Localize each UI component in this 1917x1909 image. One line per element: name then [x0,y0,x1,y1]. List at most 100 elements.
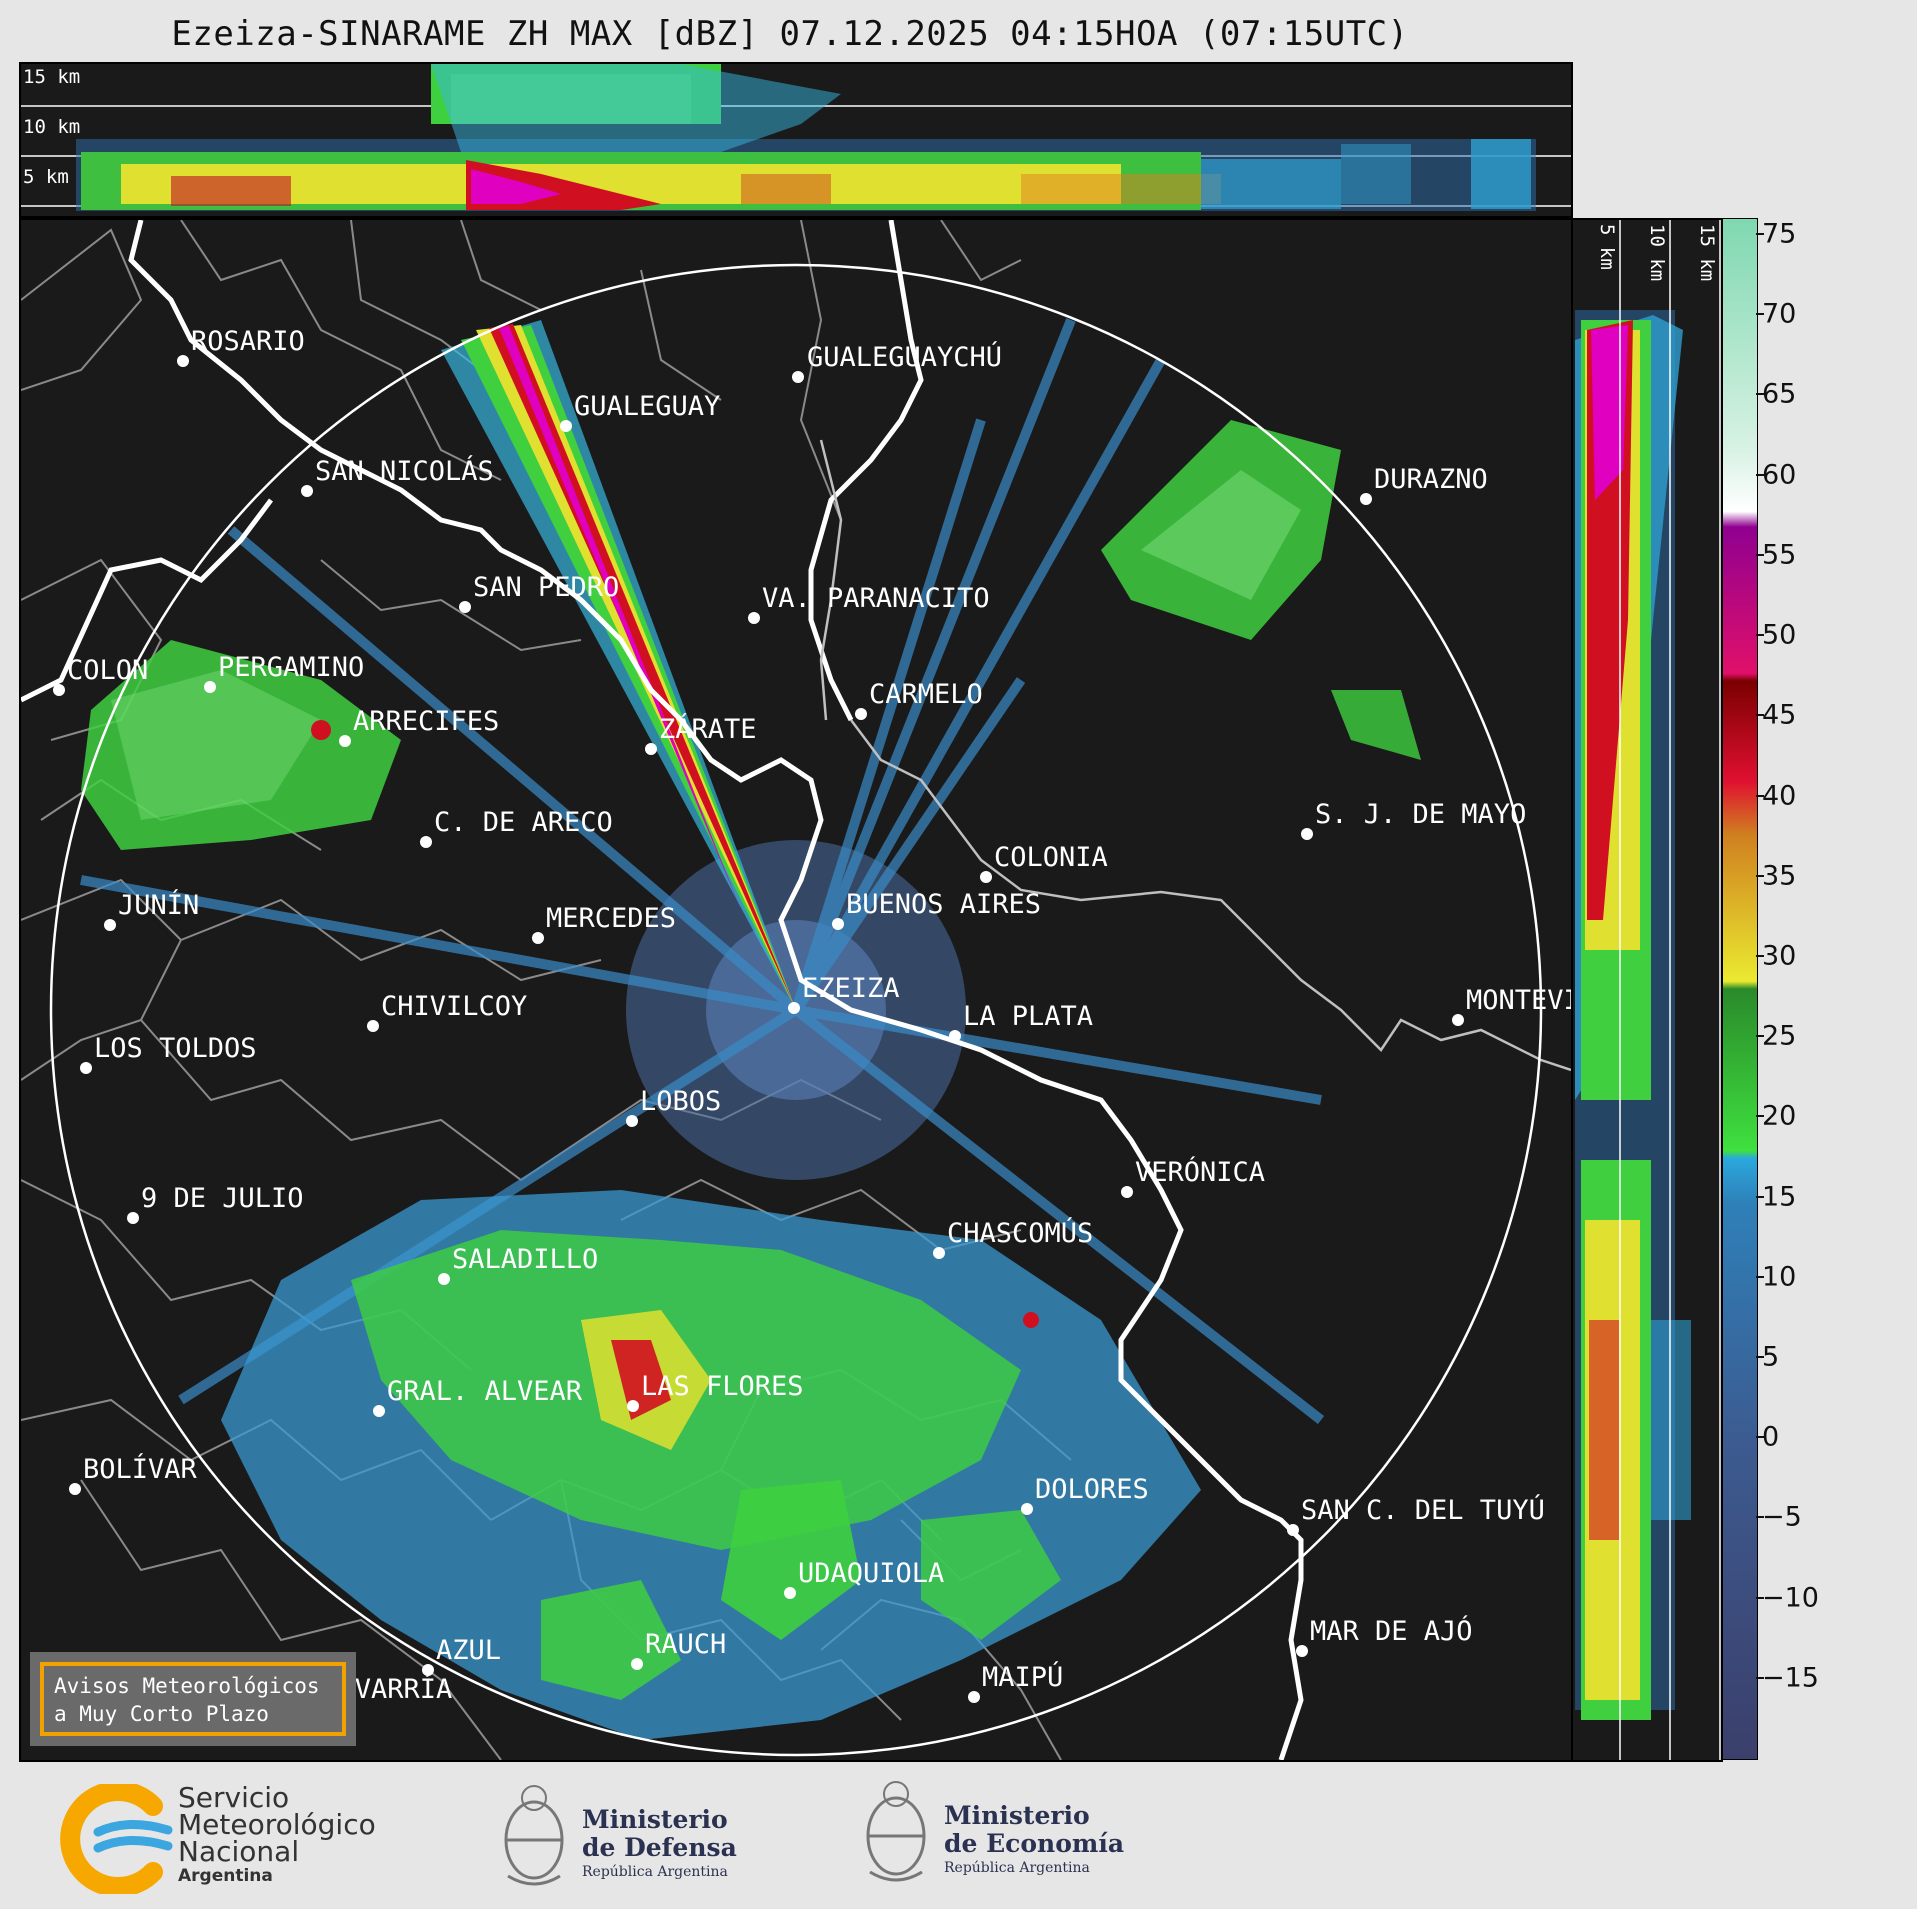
city-9-de-julio: 9 DE JULIO [141,1183,304,1214]
city-arrecifes: ARRECIFES [353,706,499,737]
colorbar-tick-label: 40 [1762,780,1797,811]
smn-logo-icon [60,1781,173,1897]
colorbar-tick-label: 10 [1762,1261,1797,1293]
city-gualeguay: GUALEGUAY [574,391,720,422]
city-labels: ROSARIO GUALEGUAYCHÚ GUALEGUAY SAN NICOL… [53,326,1571,1715]
city-saladillo: SALADILLO [452,1244,598,1275]
defensa-coat-of-arms-icon [494,1780,574,1900]
city-la-plata: LA PLATA [963,1001,1093,1032]
colorbar-tick-label: −5 [1762,1501,1802,1533]
reflectivity-fields [80,318,1421,1740]
city-san-c-del-tuyu: SAN C. DEL TUYÚ [1301,1494,1545,1526]
colorbar-tickmark [1756,473,1764,476]
city-colonia: COLONIA [994,842,1108,873]
colorbar-tickmark [1756,794,1764,797]
colorbar-tick-label: 20 [1762,1100,1797,1132]
colorbar-tickmark [1756,1115,1764,1118]
smn-line3: Nacional [178,1835,300,1868]
colorbar-tick-label: 15 [1762,1181,1797,1213]
city-veronica: VERÓNICA [1135,1156,1265,1188]
colorbar-tickmark [1756,954,1764,957]
colorbar-tick-label: 5 [1762,1341,1780,1373]
xsec-top-label-5: 5 km [23,166,69,188]
colorbar-tick-label: 50 [1762,619,1797,651]
aviso-line2: a Muy Corto Plazo [54,1702,269,1726]
city-durazno: DURAZNO [1374,464,1488,495]
colorbar-tick-label: 65 [1762,378,1797,410]
colorbar-tick-label: 0 [1762,1421,1780,1453]
city-mercedes: MERCEDES [546,903,676,934]
city-lobos: LOBOS [640,1086,721,1117]
colorbar-tickmark [1756,233,1764,236]
aviso-badge[interactable]: Avisos Meteorológicos a Muy Corto Plazo [30,1652,356,1746]
colorbar-tickmark [1756,1355,1764,1358]
colorbar-tickmark [1756,1275,1764,1278]
colorbar-tick-label: 45 [1762,699,1797,731]
colorbar-tick-label: 25 [1762,1020,1797,1052]
city-c-de-areco: C. DE ARECO [434,807,613,838]
city-rosario: ROSARIO [191,326,305,357]
city-montevideo: MONTEVIDEO [1466,985,1571,1016]
xsec-top-label-15: 15 km [23,66,80,88]
city-san-pedro: SAN PEDRO [473,572,619,603]
xsec-top-label-10: 10 km [23,116,80,138]
city-rauch: RAUCH [645,1629,726,1660]
city-san-nicolas: SAN NICOLÁS [315,455,494,487]
colorbar-tick-label: 75 [1762,218,1797,250]
colorbar-tick-label: −15 [1762,1662,1819,1694]
colorbar-tickmark [1756,714,1764,717]
city-junin: JUNÍN [118,889,199,921]
city-buenos-aires: BUENOS AIRES [846,889,1041,920]
colorbar-tick-label: 35 [1762,860,1797,892]
colorbar-tickmark [1756,874,1764,877]
colorbar-tickmark [1756,1516,1764,1519]
city-las-flores: LAS FLORES [641,1371,804,1402]
economia-line1: Ministerio [944,1801,1090,1830]
defensa-line3: República Argentina [582,1864,728,1880]
colorbar-tick-label: −10 [1762,1582,1819,1614]
top-cross-section: 15 km 10 km 5 km [19,62,1573,218]
colorbar-tickmark [1756,393,1764,396]
colorbar-tick-label: 60 [1762,459,1797,491]
colorbar-tickmark [1756,1676,1764,1679]
smn-line4: Argentina [178,1866,273,1886]
defensa-line1: Ministerio [582,1805,728,1834]
radar-map: ROSARIO GUALEGUAYCHÚ GUALEGUAY SAN NICOL… [19,218,1573,1762]
city-zarate: ZÁRATE [659,713,757,745]
smn-line2: Meteorológico [178,1808,376,1841]
city-chivilcoy: CHIVILCOY [381,991,527,1022]
colorbar [1722,218,1758,1760]
city-los-toldos: LOS TOLDOS [94,1033,257,1064]
city-va-paranacito: VA. PARANACITO [762,583,990,614]
right-cross-section: 5 km 10 km 15 km [1571,218,1723,1762]
city-carmelo: CARMELO [869,679,983,710]
xsec-right-label-5: 5 km [1596,224,1618,270]
city-udaquiola: UDAQUIOLA [798,1558,944,1589]
city-chascomus: CHASCOMÚS [947,1217,1093,1249]
xsec-right-label-10: 10 km [1646,224,1668,281]
smn-logo [58,1781,178,1898]
range-ring [49,263,1543,1757]
uruguay-coast [819,439,1571,1072]
economia-line2: de Economía [944,1829,1125,1858]
colorbar-tickmark [1756,553,1764,556]
city-dolores: DOLORES [1035,1474,1149,1505]
economia-coat-of-arms-icon [856,1776,936,1896]
city-bolivar: BOLÍVAR [83,1453,198,1485]
city-azul: AZUL [436,1635,501,1666]
economia-line3: República Argentina [944,1860,1090,1876]
colorbar-tick-label: 70 [1762,298,1797,330]
colorbar-tickmark [1756,1195,1764,1198]
city-pergamino: PERGAMINO [218,652,364,683]
colorbar-tickmark [1756,634,1764,637]
defensa-line2: de Defensa [582,1833,737,1862]
city-mar-de-ajo: MAR DE AJÓ [1310,1615,1473,1647]
colorbar-tick-label: 55 [1762,539,1797,571]
page-title: Ezeiza-SINARAME ZH MAX [dBZ] 07.12.2025 … [171,14,1409,54]
coastlines [21,220,1304,1760]
city-ezeiza: EZEIZA [802,973,900,1004]
colorbar-tickmark [1756,1596,1764,1599]
city-sj-de-mayo: S. J. DE MAYO [1315,799,1526,830]
colorbar-tickmark [1756,1035,1764,1038]
aviso-line1: Avisos Meteorológicos [54,1674,320,1698]
